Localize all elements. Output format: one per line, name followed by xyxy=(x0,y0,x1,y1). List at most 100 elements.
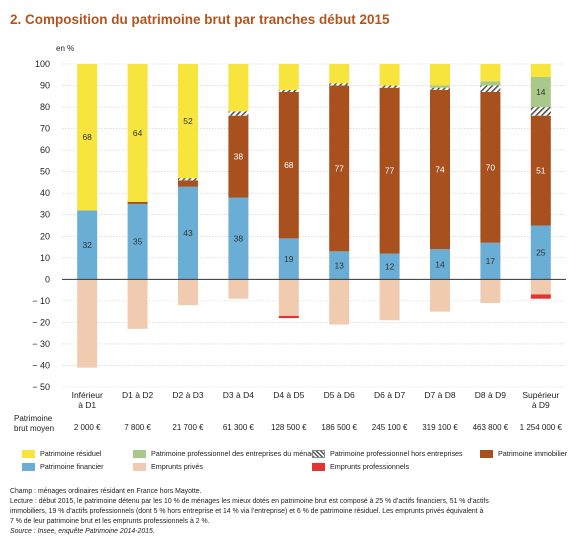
bar-value-label: 35 xyxy=(133,237,143,247)
y-tick-label: 20 xyxy=(40,231,50,241)
patrimoine-brut-moyen-value: 128 500 € xyxy=(271,423,307,432)
bar-value-label: 13 xyxy=(334,260,344,270)
legend-swatch xyxy=(312,462,325,471)
x-category-label-line: D4 à D5 xyxy=(273,390,304,400)
bar-value-label: 70 xyxy=(486,162,496,172)
bar-value-label: 14 xyxy=(435,259,445,269)
bar-segment xyxy=(127,201,148,204)
bar-segment xyxy=(530,76,551,108)
x-category-label-line: D3 à D4 xyxy=(223,390,254,400)
chart-title: 2. Composition du patrimoine brut par tr… xyxy=(10,12,390,27)
x-category-label-line: D8 à D9 xyxy=(475,390,506,400)
legend-swatch-hatched xyxy=(312,449,325,458)
bar-segment xyxy=(127,64,148,202)
chart-notes: Champ : ménages ordinaires résidant en F… xyxy=(10,487,570,537)
x-category-label-line: Supérieur xyxy=(522,390,559,400)
bar-segment xyxy=(530,294,551,299)
bar-segment xyxy=(329,85,350,252)
bar-segment xyxy=(530,64,551,77)
x-category-label-line: D1 à D2 xyxy=(122,390,153,400)
legend-swatch xyxy=(22,462,35,471)
bar-value-label: 12 xyxy=(385,261,395,271)
legend-label: Patrimoine professionnel des entreprises… xyxy=(151,449,320,458)
legend-item-immobilier: Patrimoine immobilier xyxy=(480,449,567,458)
x-category-label: D6 à D7 xyxy=(374,390,405,400)
bar-value-label: 17 xyxy=(486,256,496,266)
legend-label: Patrimoine résiduel xyxy=(40,449,102,458)
patrimoine-brut-moyen-value: 319 100 € xyxy=(422,423,458,432)
x-category-label-line: à D1 xyxy=(78,400,96,410)
legend-label: Emprunts privés xyxy=(151,462,203,471)
x-category-label-line: D5 à D6 xyxy=(324,390,355,400)
x-category-label: D3 à D4 xyxy=(223,390,254,400)
y-tick-label: 100 xyxy=(35,59,50,69)
bar-segment xyxy=(178,186,198,280)
legend-label: Emprunts professionnels xyxy=(330,462,410,471)
row-label-line: Patrimoine xyxy=(14,414,53,423)
y-tick-label: 70 xyxy=(40,124,50,134)
bar-segment xyxy=(530,107,551,116)
bar-value-label: 77 xyxy=(385,166,395,176)
bar-value-label: 38 xyxy=(234,152,244,162)
bars xyxy=(77,64,551,368)
bar-segment xyxy=(77,210,98,280)
bar-segment xyxy=(228,64,249,112)
patrimoine-brut-moyen-value: 2 000 € xyxy=(74,423,101,432)
bar-value-label: 77 xyxy=(334,163,344,173)
x-category-label: D7 à D8 xyxy=(424,390,455,400)
bar-segment xyxy=(178,279,198,306)
bar-value-label: 68 xyxy=(82,132,92,142)
bar-value-label: 68 xyxy=(284,160,294,170)
legend-swatch xyxy=(133,449,146,458)
legend-item-emprunts-professionnels: Emprunts professionnels xyxy=(312,462,409,471)
bar-segment xyxy=(430,279,450,312)
y-tick-label: 90 xyxy=(40,81,50,91)
bar-segment xyxy=(430,64,450,86)
bar-segment xyxy=(278,89,299,92)
legend-item-pro-hors-entreprises: Patrimoine professionnel hors entreprise… xyxy=(312,449,463,458)
bar-segment xyxy=(480,242,501,280)
bar-segment xyxy=(278,64,299,90)
y-tick-label: 50 xyxy=(40,167,50,177)
bar-segment xyxy=(430,249,450,280)
bar-segment xyxy=(278,238,299,280)
y-tick-label: 60 xyxy=(40,145,50,155)
x-category-label-line: à D9 xyxy=(532,400,550,410)
y-tick-label: − 10 xyxy=(32,296,50,306)
patrimoine-brut-moyen-value: 7 800 € xyxy=(124,423,151,432)
patrimoine-brut-moyen-value: 61 300 € xyxy=(223,423,255,432)
bar-segment xyxy=(178,64,198,179)
legend-item-financier: Patrimoine financier xyxy=(22,462,104,471)
bar-value-label: 25 xyxy=(536,247,546,257)
legend-swatch xyxy=(133,462,146,471)
legend-label: Patrimoine financier xyxy=(40,462,104,471)
bar-segment xyxy=(228,197,249,280)
bar-segment xyxy=(379,253,400,280)
x-category-label: D2 à D3 xyxy=(172,390,203,400)
x-axis-category-labels: Inférieur à D1 D1 à D2 D2 à D3 D3 à D4 D4 à D… xyxy=(72,390,560,410)
bar-segment xyxy=(430,87,450,90)
bar-value-label: 14 xyxy=(536,87,546,97)
bar-value-label: 19 xyxy=(284,254,294,264)
bar-segment xyxy=(379,64,400,86)
bar-segment xyxy=(480,279,501,304)
patrimoine-brut-moyen-value: 245 100 € xyxy=(372,423,408,432)
x-category-label-line: Inférieur xyxy=(72,390,103,400)
legend-swatch xyxy=(480,449,493,458)
bar-value-labels: 32 68 35 64 43 52 38 38 19 68 13 77 12 77 14 74 17 70 25 51… xyxy=(82,87,545,271)
bar-segment xyxy=(480,85,501,92)
y-axis-unit-label: en % xyxy=(56,44,74,53)
bar-segment xyxy=(228,115,249,198)
y-tick-label: − 30 xyxy=(32,339,50,349)
legend-item-patrimoine-residuel: Patrimoine résiduel xyxy=(22,449,102,458)
x-category-label: Supérieur à D9 xyxy=(522,390,559,410)
bar-value-label: 43 xyxy=(183,228,193,238)
y-tick-label: 10 xyxy=(40,253,50,263)
note-lecture-line-1: Lecture : début 2015, le patrimoine déte… xyxy=(10,498,489,505)
note-lecture-line-2: immobiliers, 19 % d’actifs professionnel… xyxy=(10,508,484,515)
bar-segment xyxy=(278,91,299,239)
legend-label: Patrimoine immobilier xyxy=(498,449,568,458)
